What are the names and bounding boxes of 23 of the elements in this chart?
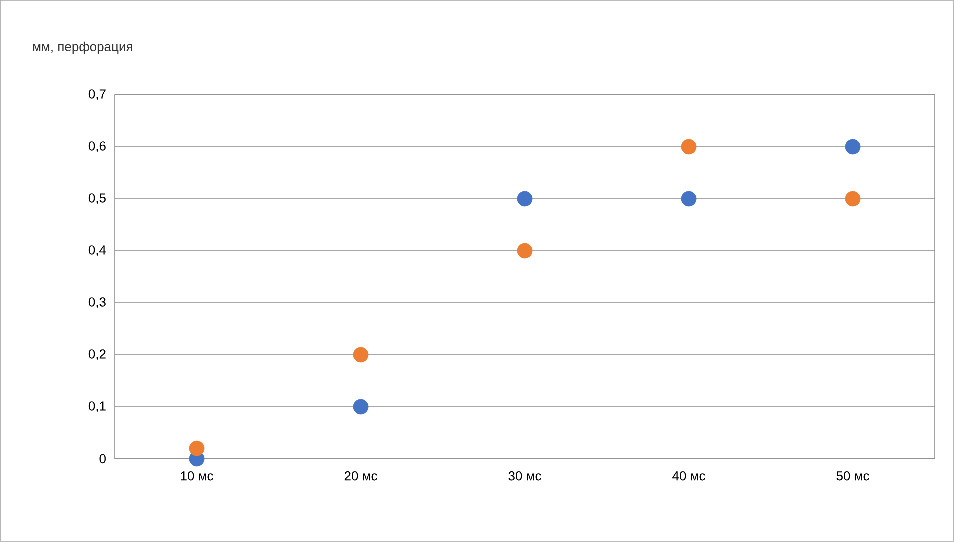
point <box>353 347 369 363</box>
y-tick-label: 0,3 <box>88 298 106 308</box>
x-tick-label: 50 мс <box>836 472 870 481</box>
point <box>681 139 697 155</box>
y-tick-label: 0,2 <box>88 350 106 360</box>
y-tick-label: 0,6 <box>88 142 106 152</box>
point <box>517 243 533 259</box>
chart-title: мм, перфорация <box>33 42 132 54</box>
y-tick-label: 0,5 <box>88 194 106 204</box>
y-tick-label: 0,7 <box>88 90 106 100</box>
point <box>517 191 533 207</box>
point <box>845 191 861 207</box>
y-tick-label: 0,1 <box>88 402 106 412</box>
x-tick-label: 10 мс <box>181 472 214 481</box>
x-tick-label: 40 мс <box>672 472 706 481</box>
y-tick-label: 0 <box>100 454 106 464</box>
point <box>189 440 205 456</box>
point <box>353 399 369 415</box>
y-tick-label: 0,4 <box>88 246 106 256</box>
point <box>681 191 697 207</box>
point <box>845 139 861 155</box>
x-tick-label: 30 мс <box>508 472 542 481</box>
x-tick-label: 20 мс <box>344 472 378 481</box>
